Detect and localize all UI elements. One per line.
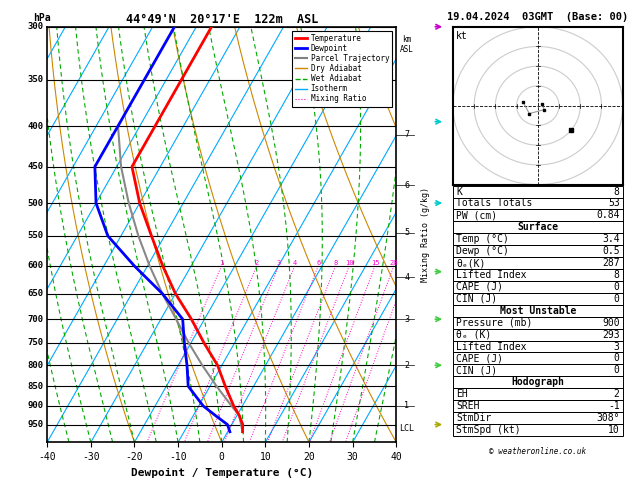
Text: Temp (°C): Temp (°C) [456,234,509,244]
Text: 3: 3 [614,342,620,351]
Text: 300: 300 [28,22,43,31]
Text: 4: 4 [292,260,297,266]
Text: 3.4: 3.4 [602,234,620,244]
Text: θₑ (K): θₑ (K) [456,330,491,340]
Text: 20: 20 [389,260,398,266]
Text: StmSpd (kt): StmSpd (kt) [456,425,521,435]
Text: 400: 400 [28,122,43,131]
Text: 600: 600 [28,261,43,270]
Text: 0: 0 [614,282,620,292]
Text: 4: 4 [404,273,409,282]
Text: Lifted Index: Lifted Index [456,270,526,280]
Text: 0.5: 0.5 [602,246,620,256]
Text: 293: 293 [602,330,620,340]
Text: θₑ(K): θₑ(K) [456,258,486,268]
Text: 19.04.2024  03GMT  (Base: 00): 19.04.2024 03GMT (Base: 00) [447,12,628,22]
Text: 8: 8 [333,260,338,266]
Text: Pressure (mb): Pressure (mb) [456,318,532,328]
Text: 850: 850 [28,382,43,391]
Text: 10: 10 [608,425,620,435]
Text: 10: 10 [345,260,353,266]
Text: 350: 350 [28,75,43,85]
Text: LCL: LCL [399,424,414,433]
Text: 950: 950 [28,420,43,429]
Text: StmDir: StmDir [456,413,491,423]
Text: SREH: SREH [456,401,479,411]
Text: 6: 6 [316,260,320,266]
Text: 0: 0 [614,365,620,375]
Text: Totals Totals: Totals Totals [456,198,532,208]
Text: 2: 2 [255,260,259,266]
Text: 0: 0 [614,353,620,364]
Text: 650: 650 [28,289,43,298]
Text: Dewp (°C): Dewp (°C) [456,246,509,256]
Text: 8: 8 [614,270,620,280]
Text: CAPE (J): CAPE (J) [456,282,503,292]
Title: 44°49'N  20°17'E  122m  ASL: 44°49'N 20°17'E 122m ASL [126,13,318,26]
Text: 8: 8 [614,187,620,196]
Text: 900: 900 [602,318,620,328]
Text: 2: 2 [614,389,620,399]
Text: 3: 3 [277,260,281,266]
Text: -1: -1 [608,401,620,411]
Text: 308°: 308° [596,413,620,423]
Text: Lifted Index: Lifted Index [456,342,526,351]
Text: 2: 2 [404,361,409,370]
Text: CIN (J): CIN (J) [456,294,497,304]
Text: CAPE (J): CAPE (J) [456,353,503,364]
Text: 450: 450 [28,162,43,171]
Text: 7: 7 [404,130,409,139]
Text: 287: 287 [602,258,620,268]
Text: 800: 800 [28,361,43,370]
Text: CIN (J): CIN (J) [456,365,497,375]
Text: 700: 700 [28,314,43,324]
Text: EH: EH [456,389,468,399]
Text: 0.84: 0.84 [596,210,620,221]
Text: km
ASL: km ASL [399,35,414,54]
Text: 500: 500 [28,199,43,208]
Text: 900: 900 [28,401,43,410]
Text: 750: 750 [28,338,43,347]
Text: 1: 1 [404,401,409,410]
Text: K: K [456,187,462,196]
Text: 3: 3 [404,314,409,324]
Text: 6: 6 [404,181,409,190]
Text: Hodograph: Hodograph [511,377,564,387]
Text: Most Unstable: Most Unstable [499,306,576,316]
Legend: Temperature, Dewpoint, Parcel Trajectory, Dry Adiabat, Wet Adiabat, Isotherm, Mi: Temperature, Dewpoint, Parcel Trajectory… [292,31,392,106]
X-axis label: Dewpoint / Temperature (°C): Dewpoint / Temperature (°C) [131,468,313,478]
Text: 15: 15 [370,260,379,266]
Text: 0: 0 [614,294,620,304]
Text: 550: 550 [28,231,43,241]
Text: Surface: Surface [517,222,559,232]
Text: 1: 1 [220,260,223,266]
Text: © weatheronline.co.uk: © weatheronline.co.uk [489,447,586,456]
Text: Mixing Ratio (g/kg): Mixing Ratio (g/kg) [421,187,430,282]
Text: PW (cm): PW (cm) [456,210,497,221]
Text: 53: 53 [608,198,620,208]
Text: hPa: hPa [33,13,51,22]
Text: 5: 5 [404,228,409,237]
Text: kt: kt [456,32,468,41]
